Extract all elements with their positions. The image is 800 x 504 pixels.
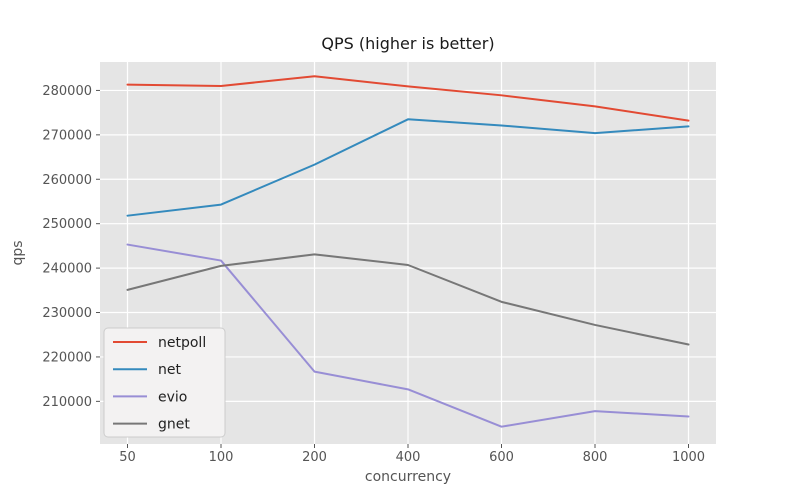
y-tick-label: 250000 (42, 217, 92, 232)
y-tick-label: 220000 (42, 350, 92, 365)
legend-label-gnet: gnet (158, 417, 190, 433)
legend-box (103, 327, 226, 438)
chart-title: QPS (higher is better) (321, 34, 494, 53)
y-tick-label: 270000 (42, 128, 92, 143)
x-tick-label: 800 (583, 450, 608, 465)
y-tick-label: 210000 (42, 395, 92, 410)
legend-label-netpoll: netpoll (158, 335, 206, 351)
x-axis-label: concurrency (365, 469, 451, 485)
series-line-gnet (126, 253, 690, 346)
x-tick-label: 1000 (672, 450, 705, 465)
x-tick-label: 100 (209, 450, 234, 465)
legend-label-evio: evio (158, 389, 187, 405)
y-tick-label: 230000 (42, 306, 92, 321)
series-line-netpoll (126, 75, 690, 122)
y-tick-label: 280000 (42, 84, 92, 99)
y-axis-label: qps (10, 240, 26, 265)
y-tick-label: 240000 (42, 262, 92, 277)
y-tick-label: 260000 (42, 173, 92, 188)
x-tick-label: 50 (119, 450, 136, 465)
x-tick-label: 400 (396, 450, 421, 465)
x-tick-label: 600 (489, 450, 514, 465)
legend-label-net: net (158, 362, 181, 378)
series-line-evio (126, 243, 690, 428)
series-line-net (126, 118, 690, 217)
x-tick-label: 200 (302, 450, 327, 465)
